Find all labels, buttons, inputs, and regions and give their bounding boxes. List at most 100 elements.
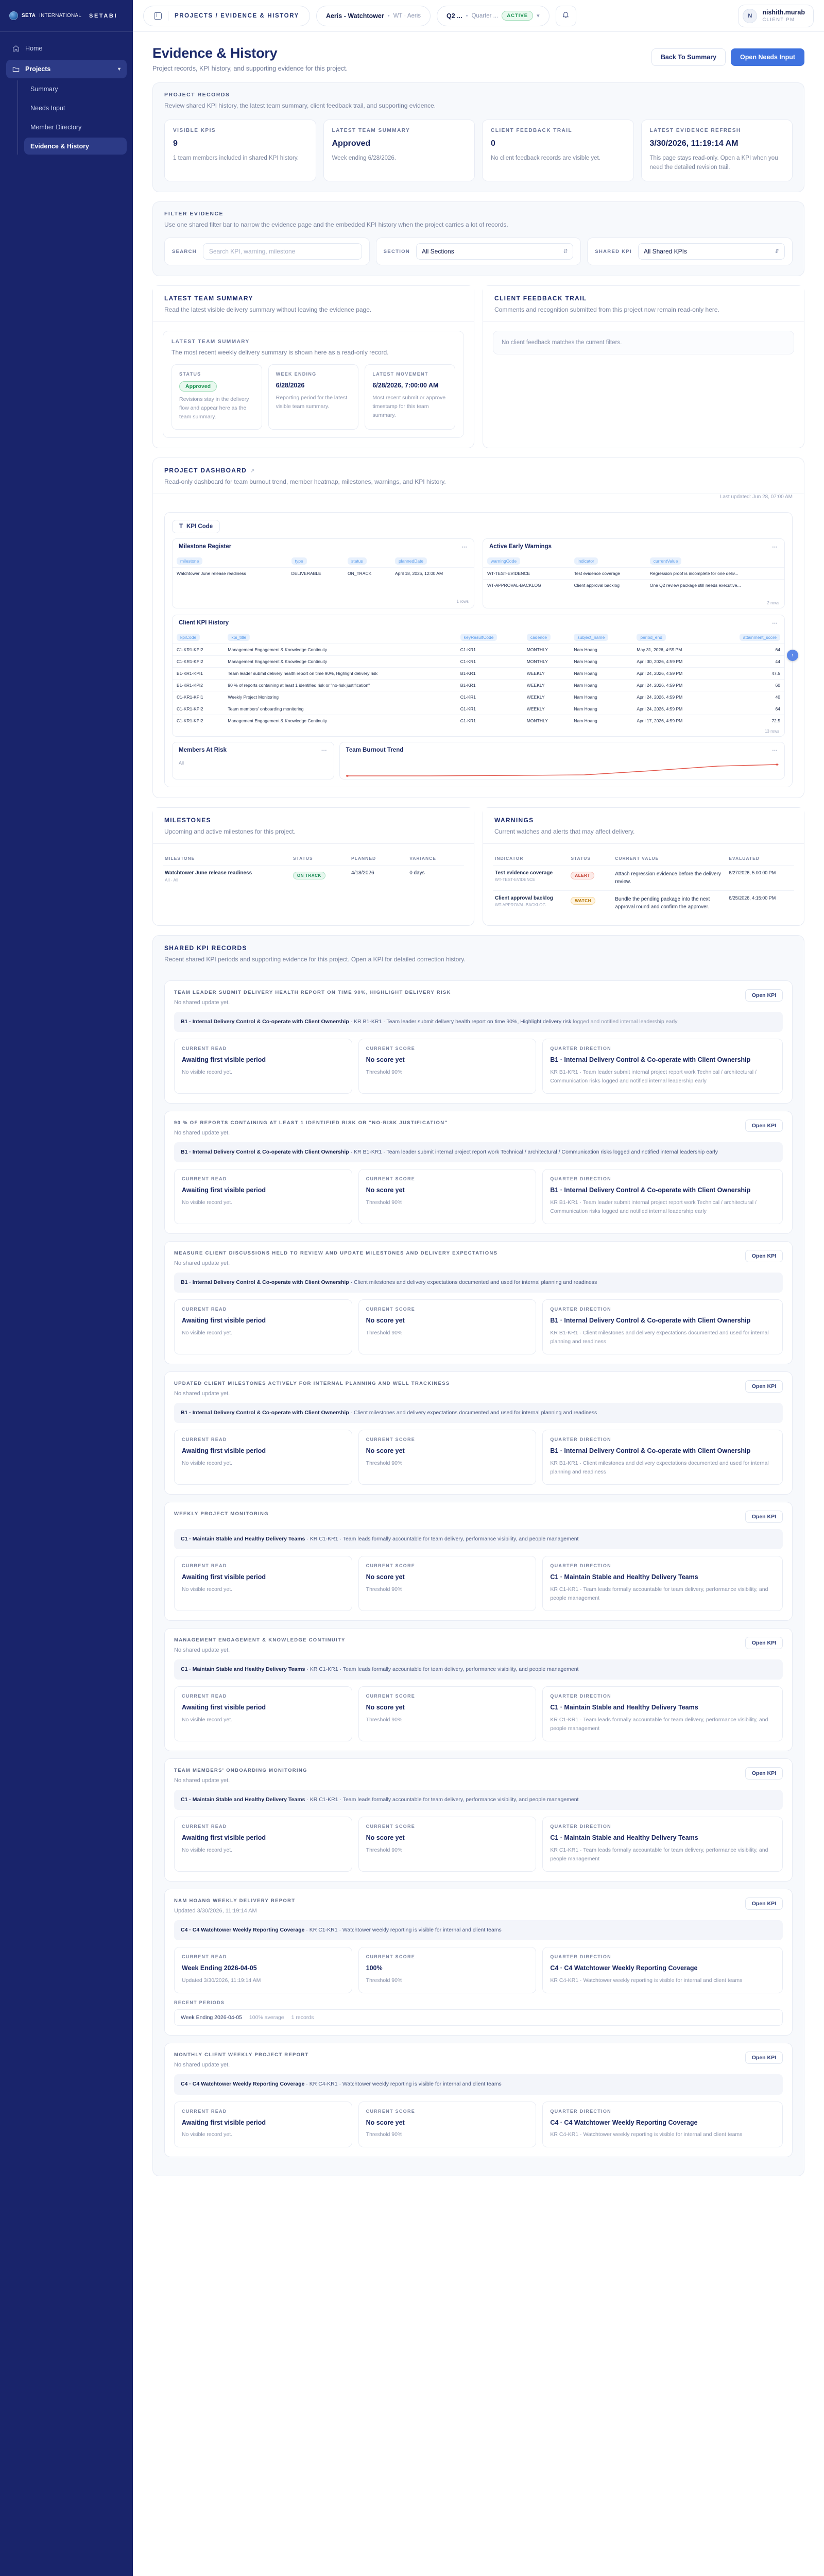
chevron-down-icon[interactable]: ▾ <box>537 13 540 19</box>
sidebar-item-summary[interactable]: Summary <box>24 80 127 97</box>
sidebar-item-member-directory[interactable]: Member Directory <box>24 118 127 135</box>
tile-note: Updated 3/30/2026, 11:19:14 AM <box>182 1977 261 1984</box>
cell: April 24, 2026, 4:59 PM <box>632 679 712 691</box>
tile-note: No visible record yet. <box>182 2131 233 2138</box>
topbar: PROJECTS / EVIDENCE & HISTORY Aeris - Wa… <box>133 0 824 32</box>
scroll-right-button[interactable]: › <box>787 649 798 661</box>
kpi-record-card: MEASURE CLIENT DISCUSSIONS HELD TO REVIE… <box>164 1241 793 1364</box>
table-footer: 2 rows <box>767 600 779 605</box>
avatar: N <box>743 8 758 23</box>
sidebar-item-projects[interactable]: Projects ▾ <box>6 60 127 78</box>
milestones-warnings-row: MILESTONES Upcoming and active milestone… <box>152 807 804 926</box>
notifications-button[interactable] <box>555 5 576 26</box>
tile-note: No visible record yet. <box>182 1460 233 1467</box>
week-ending-tile: WEEK ENDING 6/28/2026 Reporting period f… <box>268 364 359 430</box>
tile-label: CURRENT READ <box>182 1437 227 1443</box>
tile-note: Threshold 90% <box>366 1977 403 1984</box>
tile-label: QUARTER DIRECTION <box>550 1046 611 1052</box>
burnout-trend-card: Team Burnout Trend ⋯ <box>339 741 785 779</box>
open-kpi-button[interactable]: Open KPI <box>745 989 783 1002</box>
more-options-icon[interactable]: ⋯ <box>461 544 468 550</box>
section-kicker: SHARED KPI RECORDS <box>164 944 247 952</box>
chevron-down-icon: ▾ <box>117 66 121 72</box>
tile-label: QUARTER DIRECTION <box>550 1693 611 1699</box>
project-selector[interactable]: Aeris - Watchtower • WT · Aeris <box>316 5 431 26</box>
page-title: Evidence & History <box>152 45 278 61</box>
quarter-direction-tile: QUARTER DIRECTION C1 · Maintain Stable an… <box>542 1817 783 1872</box>
open-kpi-button[interactable]: Open KPI <box>745 1510 783 1523</box>
sidebar-item-evidence-history[interactable]: Evidence & History <box>24 138 127 155</box>
more-options-icon[interactable]: ⋯ <box>321 747 328 754</box>
open-needs-input-button[interactable]: Open Needs Input <box>731 48 804 66</box>
breadcrumb[interactable]: PROJECTS / EVIDENCE & HISTORY <box>143 5 310 26</box>
tile-note: No visible record yet. <box>182 1199 233 1206</box>
tile-note: Threshold 90% <box>366 1330 403 1336</box>
status-badge: ACTIVE <box>502 11 534 21</box>
shared-kpi-select[interactable]: All Shared KPIs ⇵ <box>638 243 785 260</box>
cell: C1-KR1-KPI2 <box>173 702 224 715</box>
section-description: Use one shared filter bar to narrow the … <box>164 221 508 229</box>
section-header: MILESTONES Upcoming and active milestone… <box>153 807 474 844</box>
summary-card: LATEST EVIDENCE REFRESH 3/30/2026, 11:19… <box>641 120 793 182</box>
cell: C1-KR1 <box>456 714 523 726</box>
open-kpi-button[interactable]: Open KPI <box>745 1249 783 1262</box>
chevron-updown-icon: ⇵ <box>563 248 568 255</box>
cell: Management Engagement & Knowledge Contin… <box>224 714 456 726</box>
more-options-icon[interactable]: ⋯ <box>772 620 778 626</box>
table-title: Milestone Register <box>179 544 232 550</box>
tile-note: No visible record yet. <box>182 1586 233 1593</box>
recent-periods-label: RECENT PERIODS <box>174 2000 225 2006</box>
user-menu[interactable]: N nishith.murab CLIENT PM <box>738 4 814 27</box>
dashboard-bottom-row: Members At Risk ⋯ All Team Burnout Trend… <box>172 741 785 779</box>
more-options-icon[interactable]: ⋯ <box>772 544 778 550</box>
section-select[interactable]: All Sections ⇵ <box>416 243 574 260</box>
search-input[interactable] <box>202 243 362 260</box>
panel-collapse-icon[interactable] <box>154 12 162 20</box>
column-header: kpiCode <box>177 633 200 641</box>
current-score-tile: CURRENT SCORE 100% Threshold 90% <box>358 1947 537 1994</box>
open-kpi-button[interactable]: Open KPI <box>745 1380 783 1393</box>
status-badge: ALERT <box>571 871 594 879</box>
key-result-label: · KR C1-KR1 · Team leads formally accoun… <box>305 1535 579 1542</box>
record-title: TEAM MEMBERS' ONBOARDING MONITORING <box>174 1767 307 1773</box>
tile-note: KR C4-KR1 · Watchtower weekly reporting … <box>550 2131 743 2138</box>
project-records-section: PROJECT RECORDS Review shared KPI histor… <box>152 82 804 193</box>
tile-note: Revisions stay in the delivery flow and … <box>179 396 249 420</box>
sidebar-item-home[interactable]: Home <box>6 39 127 58</box>
quarter-direction-tile: QUARTER DIRECTION B1 · Internal Delivery … <box>542 1430 783 1485</box>
open-kpi-button[interactable]: Open KPI <box>745 1636 783 1649</box>
record-subtitle: No shared update yet. <box>174 1130 230 1137</box>
shared-kpi-select-value: All Shared KPIs <box>643 248 687 256</box>
cell: Test evidence coverage <box>570 567 646 580</box>
open-kpi-button[interactable]: Open KPI <box>745 1119 783 1132</box>
tile-label: QUARTER DIRECTION <box>550 1307 611 1312</box>
period-selector[interactable]: Q2 ... • Quarter ... ACTIVE ▾ <box>437 5 550 26</box>
warning-code: WT-TEST-EVIDENCE <box>495 877 536 882</box>
sidebar-item-needs-input[interactable]: Needs Input <box>24 99 127 116</box>
sidebar-item-label: Needs Input <box>30 104 65 112</box>
external-link-icon[interactable]: ↗ <box>250 468 255 474</box>
kpi-code-filter[interactable]: T KPI Code <box>172 519 220 533</box>
objective-label: B1 · Internal Delivery Control & Co-oper… <box>181 1019 349 1025</box>
back-to-summary-button[interactable]: Back To Summary <box>651 48 726 66</box>
warning-code: WT-APPROVAL-BACKLOG <box>495 902 546 907</box>
current-read-tile: CURRENT READ Awaiting first visible perio… <box>174 1039 352 1094</box>
tile-label: QUARTER DIRECTION <box>550 1563 611 1569</box>
more-options-icon[interactable]: ⋯ <box>772 747 778 754</box>
record-columns: CURRENT READ Awaiting first visible perio… <box>174 1039 783 1094</box>
card-value: 9 <box>173 139 178 148</box>
cell: Client approval backlog <box>570 579 646 591</box>
page-content: Evidence & History Project records, KPI … <box>133 32 824 2216</box>
dashboard-body: › T KPI Code Milestone Register ⋯ <box>153 504 804 798</box>
main-area: PROJECTS / EVIDENCE & HISTORY Aeris - Wa… <box>133 0 824 2576</box>
column-header: milestone <box>177 557 203 565</box>
open-kpi-button[interactable]: Open KPI <box>745 2052 783 2064</box>
record-title: MANAGEMENT ENGAGEMENT & KNOWLEDGE CONTIN… <box>174 1637 346 1643</box>
folder-icon <box>12 65 20 73</box>
section-body: No client feedback matches the current f… <box>483 322 804 364</box>
open-kpi-button[interactable]: Open KPI <box>745 1767 783 1780</box>
tile-value: 6/28/2026, 7:00:00 AM <box>372 382 439 389</box>
quarter-direction-tile: QUARTER DIRECTION C1 · Maintain Stable an… <box>542 1556 783 1611</box>
open-kpi-button[interactable]: Open KPI <box>745 1897 783 1910</box>
brand-international: INTERNATIONAL <box>39 13 82 19</box>
